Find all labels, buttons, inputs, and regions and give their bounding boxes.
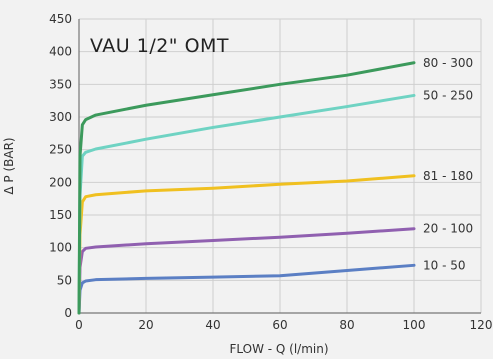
x-tick-label: 120 [470, 318, 493, 332]
y-tick-label: 50 [57, 273, 72, 287]
y-tick-label: 0 [64, 306, 72, 320]
x-tick-label: 100 [403, 318, 426, 332]
x-tick-label: 20 [138, 318, 153, 332]
series-line [77, 263, 416, 315]
y-tick-label: 300 [49, 110, 72, 124]
series-line [77, 61, 416, 315]
y-tick-label: 450 [49, 12, 72, 26]
series-label: 20 - 100 [423, 222, 473, 236]
y-tick-label: 350 [49, 77, 72, 91]
x-axis-label: FLOW - Q (l/min) [229, 342, 328, 356]
y-tick-label: 100 [49, 241, 72, 255]
series-label: 80 - 300 [423, 56, 473, 70]
y-axis-label: Δ P (BAR) [2, 137, 16, 194]
y-tick-label: 150 [49, 208, 72, 222]
series-label: 10 - 50 [423, 258, 466, 272]
x-tick-label: 40 [205, 318, 220, 332]
series-lines [77, 61, 416, 315]
y-tick-label: 400 [49, 45, 72, 59]
series-label: 50 - 250 [423, 88, 473, 102]
tick-labels: 0 50 100 150 200 250 300 350 400 450 0 20 40 60 80 100 1… [49, 12, 492, 332]
x-tick-label: 80 [339, 318, 354, 332]
x-tick-label: 0 [75, 318, 83, 332]
x-tick-label: 60 [272, 318, 287, 332]
y-tick-label: 200 [49, 175, 72, 189]
y-tick-label: 250 [49, 143, 72, 157]
chart-title: VAU 1/2" OMT [90, 35, 229, 57]
series-label: 81 - 180 [423, 169, 473, 183]
